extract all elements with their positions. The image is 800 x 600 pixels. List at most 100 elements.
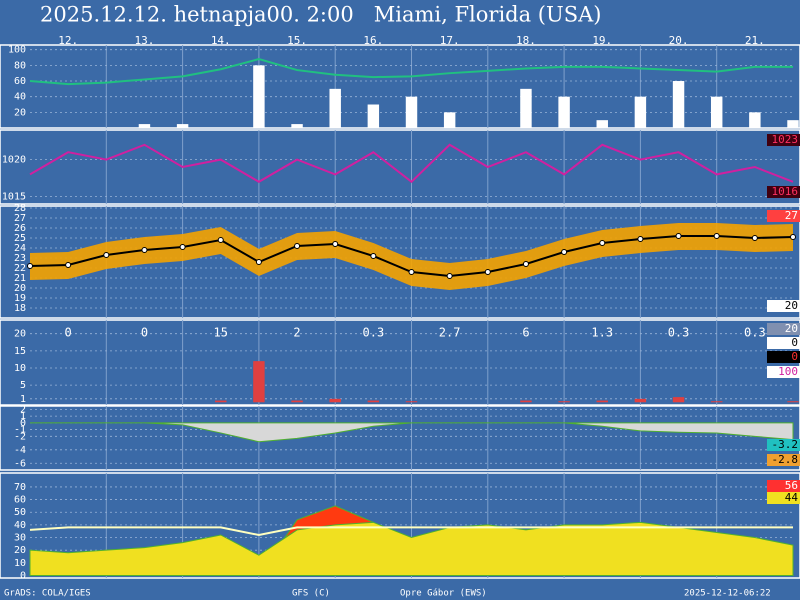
- marker: [370, 253, 377, 259]
- bar: [749, 112, 761, 128]
- marker: [217, 237, 224, 243]
- chart-title: 2025.12.12. hetnapja00. 2:00 Miami, Flor…: [40, 3, 601, 27]
- line: [29, 526, 793, 537]
- bar: [787, 120, 799, 128]
- bar: [405, 401, 418, 403]
- marker: [446, 273, 453, 279]
- x-tick-label: 18.: [516, 34, 536, 47]
- side-label: 20: [785, 322, 798, 335]
- daily-total: 2.7: [439, 326, 461, 340]
- side-label-box: [767, 300, 800, 312]
- y-tick-label: 10: [14, 558, 26, 569]
- y-tick-label: 0: [20, 570, 26, 581]
- panel-frame: [0, 129, 800, 205]
- marker: [561, 249, 568, 255]
- y-tick-label: 70: [14, 482, 26, 493]
- daily-total: 0: [65, 326, 72, 340]
- x-tick-label: 14.: [211, 34, 231, 47]
- bar: [253, 65, 265, 128]
- side-label-box: [767, 454, 800, 466]
- y-tick-label: -6: [14, 458, 26, 469]
- y-tick-label: -2: [14, 431, 26, 442]
- daily-total: 1.3: [591, 326, 613, 340]
- y-tick-label: 24: [14, 243, 26, 254]
- daily-total: 0.3: [668, 326, 690, 340]
- area: [30, 422, 794, 443]
- y-tick-label: 60: [14, 495, 26, 506]
- y-tick-label: 27: [14, 213, 26, 224]
- y-tick-label: 20: [14, 107, 26, 118]
- marker: [484, 269, 491, 275]
- x-tick-label: 19.: [592, 34, 612, 47]
- x-tick-label: 12.: [58, 34, 78, 47]
- y-tick-label: 10: [14, 363, 26, 374]
- y-tick-label: 1015: [2, 192, 26, 203]
- marker: [65, 262, 72, 268]
- area: [29, 521, 794, 576]
- y-tick-label: 15: [14, 346, 26, 357]
- y-tick-label: 100: [8, 45, 26, 56]
- side-label: 0: [791, 350, 798, 363]
- footer-text: Opre Gábor (EWS): [400, 589, 487, 599]
- y-tick-label: 2: [20, 404, 26, 415]
- side-label: 0: [791, 336, 798, 349]
- marker: [713, 233, 720, 239]
- bar: [443, 112, 456, 128]
- bar: [634, 96, 647, 128]
- daily-total: 15: [214, 326, 228, 340]
- x-tick-label: 16.: [363, 34, 383, 47]
- bar: [291, 124, 303, 128]
- y-tick-label: 22: [14, 263, 26, 274]
- x-tick-label: 13.: [135, 34, 155, 47]
- panel-frame: [0, 472, 800, 579]
- side-label-box: [767, 210, 800, 222]
- bar: [329, 88, 341, 128]
- bar: [710, 96, 723, 128]
- daily-total: 2: [293, 326, 300, 340]
- side-label: -3.2: [772, 438, 799, 451]
- y-tick-label: 25: [14, 233, 26, 244]
- side-label-box: [767, 439, 800, 451]
- side-label-box: [767, 480, 800, 492]
- side-label-box: [767, 351, 800, 363]
- y-tick-label: 26: [14, 223, 26, 234]
- x-tick-label: 20.: [669, 34, 689, 47]
- y-tick-label: -4: [14, 445, 26, 456]
- side-label-box: [767, 134, 800, 146]
- y-tick-label: 19: [14, 293, 26, 304]
- marker: [522, 261, 529, 267]
- y-tick-label: 1: [20, 394, 26, 405]
- marker: [179, 244, 186, 250]
- bar: [520, 88, 532, 128]
- bar: [253, 361, 265, 403]
- panel-frame: [0, 44, 800, 129]
- y-tick-label: 40: [14, 520, 26, 531]
- daily-total: 6: [522, 326, 529, 340]
- marker: [790, 234, 796, 240]
- panel-frame: [0, 405, 800, 471]
- y-tick-label: 60: [14, 76, 26, 87]
- bar: [596, 400, 608, 403]
- marker: [675, 233, 682, 239]
- y-tick-label: 50: [14, 507, 26, 518]
- daily-total: 0.3: [744, 326, 766, 340]
- panel-frame: [0, 205, 800, 319]
- marker: [294, 243, 301, 249]
- bar: [596, 120, 608, 128]
- y-tick-label: 18: [14, 303, 26, 314]
- y-tick-label: 0: [20, 418, 26, 429]
- side-label: 100: [778, 365, 798, 378]
- bar: [329, 398, 341, 403]
- line: [29, 58, 793, 86]
- bar: [710, 401, 723, 403]
- side-label: 20: [785, 299, 798, 312]
- marker: [408, 269, 415, 275]
- side-label-box: [767, 366, 800, 378]
- y-tick-label: 20: [14, 283, 26, 294]
- bar: [215, 400, 227, 403]
- y-tick-label: 5: [20, 380, 26, 391]
- marker: [332, 241, 339, 247]
- y-tick-label: 28: [14, 203, 26, 214]
- marker: [103, 252, 110, 258]
